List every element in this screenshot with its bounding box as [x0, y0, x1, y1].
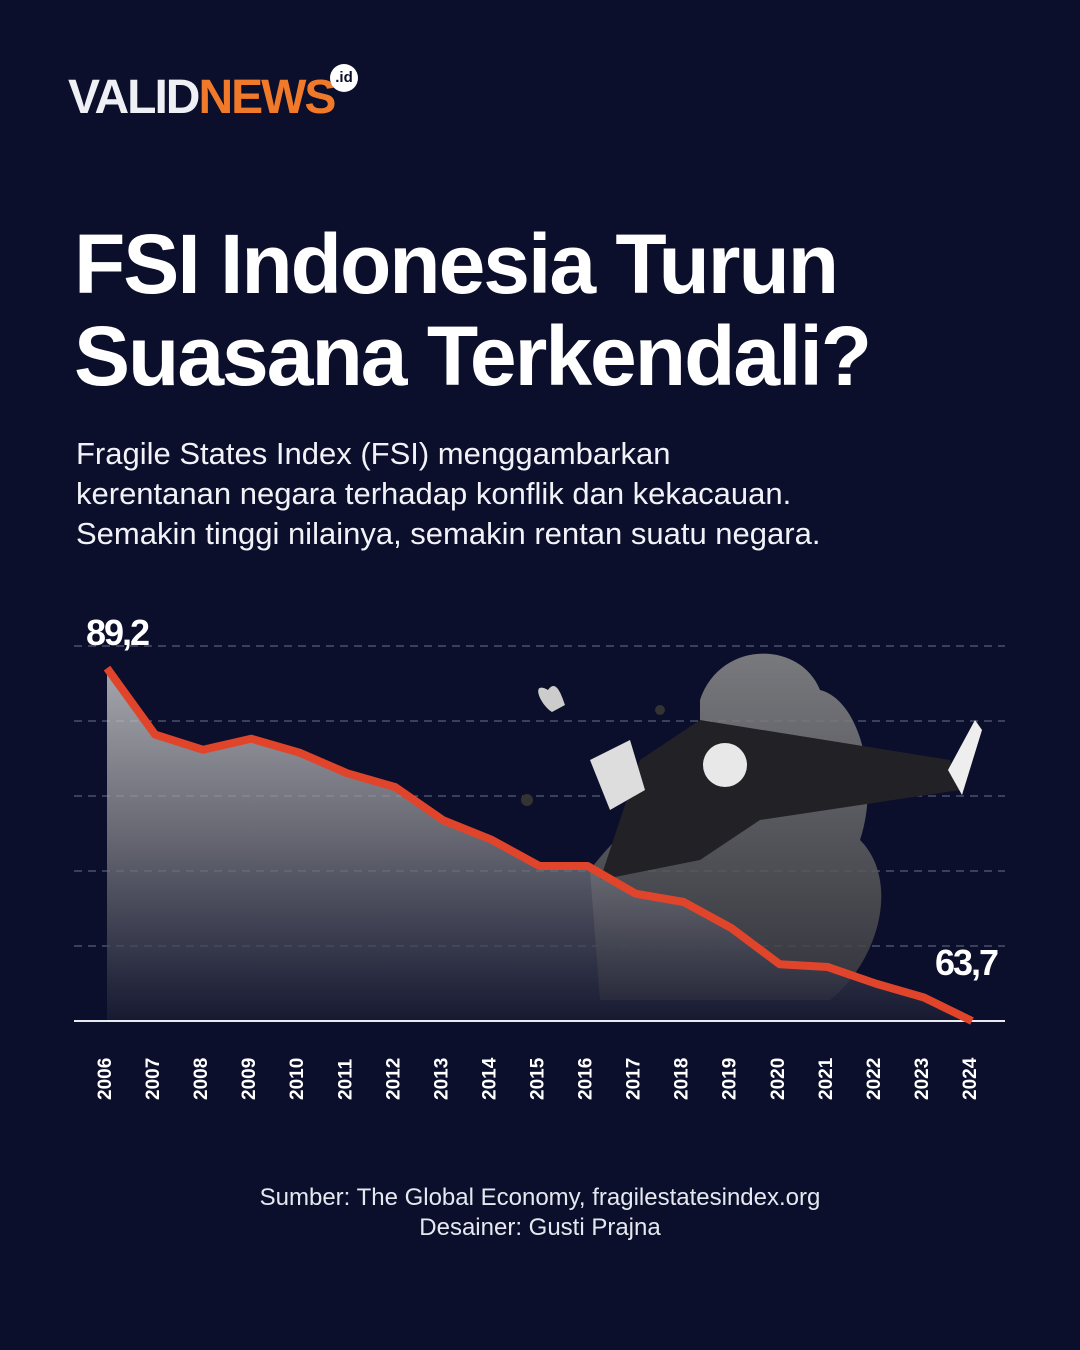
x-tick-label: 2023: [912, 1058, 933, 1100]
x-tick-label: 2007: [143, 1058, 164, 1100]
description-line-2: kerentanan negara terhadap konflik dan k…: [76, 476, 792, 511]
x-tick-label: 2018: [672, 1058, 693, 1100]
x-tick-label: 2019: [720, 1058, 741, 1100]
title-line-2: Suasana Terkendali?: [74, 309, 872, 403]
x-tick-label: 2012: [383, 1058, 404, 1100]
x-tick-label: 2016: [576, 1058, 597, 1100]
logo-valid: VALID: [68, 71, 200, 124]
logo: VALIDNEWS .id: [68, 64, 358, 125]
photo-area-fill: [107, 668, 972, 1021]
data-label-first: 89,2: [86, 612, 149, 653]
description: Fragile States Index (FSI) menggambarkan…: [76, 434, 820, 554]
designer-credit: Desainer: Gusti Prajna: [419, 1214, 661, 1241]
x-tick-label: 2020: [768, 1058, 789, 1100]
logo-id-badge: .id: [330, 64, 358, 92]
x-tick-label: 2014: [479, 1057, 500, 1100]
source-credit: Sumber: The Global Economy, fragilestate…: [259, 1184, 821, 1211]
description-line-1: Fragile States Index (FSI) menggambarkan: [76, 436, 671, 471]
page-title: FSI Indonesia Turun Suasana Terkendali?: [74, 217, 872, 403]
data-label-last: 63,7: [935, 942, 998, 983]
x-tick-label: 2013: [431, 1058, 452, 1100]
logo-news: NEWS: [198, 71, 336, 124]
x-tick-label: 2006: [95, 1058, 116, 1100]
x-tick-label: 2017: [624, 1058, 645, 1100]
x-tick-label: 2009: [239, 1058, 260, 1100]
x-tick-label: 2024: [960, 1057, 981, 1100]
title-line-1: FSI Indonesia Turun: [74, 217, 839, 311]
x-tick-label: 2015: [528, 1057, 549, 1100]
x-tick-label: 2021: [816, 1057, 837, 1100]
description-line-3: Semakin tinggi nilainya, semakin rentan …: [76, 516, 821, 551]
x-tick-label: 2010: [287, 1058, 308, 1100]
x-tick-label: 2008: [191, 1058, 212, 1100]
x-tick-label: 2011: [335, 1058, 356, 1100]
x-tick-label: 2022: [864, 1058, 885, 1100]
